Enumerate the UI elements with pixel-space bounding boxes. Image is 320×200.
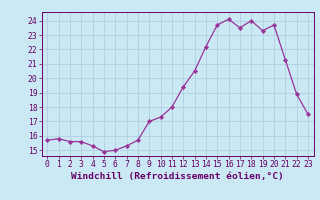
X-axis label: Windchill (Refroidissement éolien,°C): Windchill (Refroidissement éolien,°C) bbox=[71, 172, 284, 181]
